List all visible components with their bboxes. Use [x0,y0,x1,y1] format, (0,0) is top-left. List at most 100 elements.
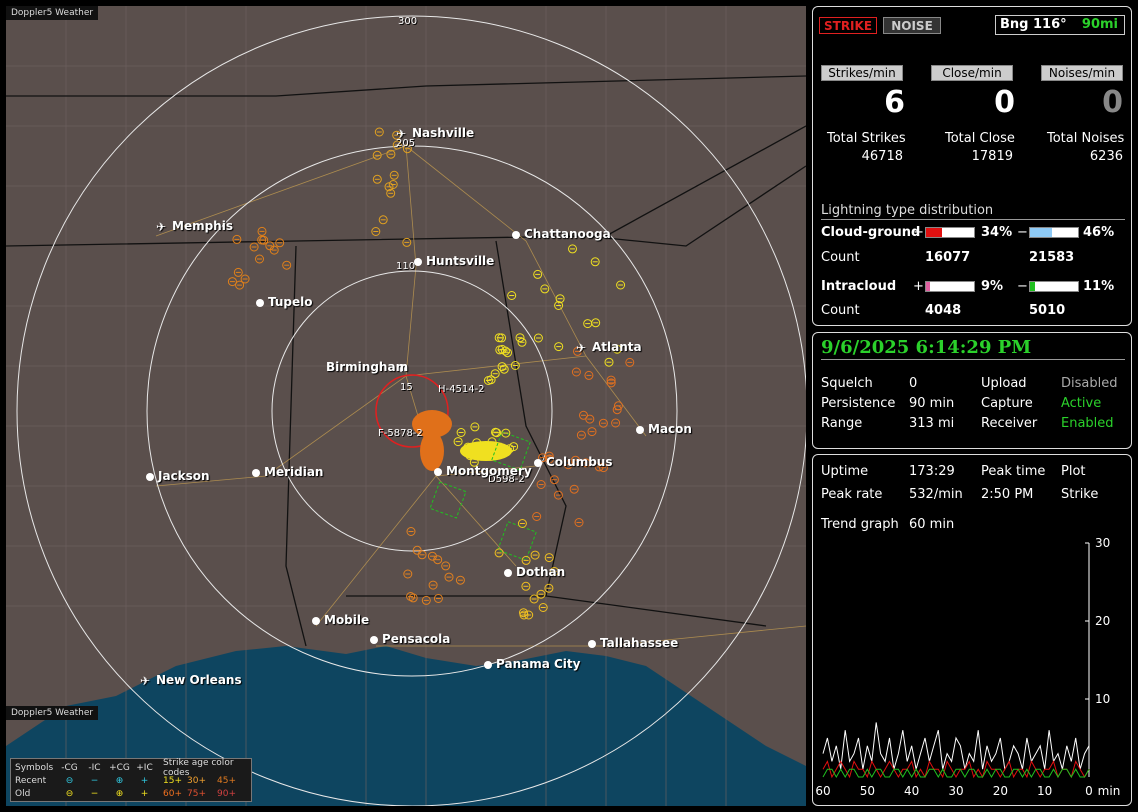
storm-label-h4514[interactable]: H-4514-2 [438,384,485,395]
city-label-chattanooga[interactable]: Chattanooga [524,227,611,241]
city-dot-icon [414,258,422,266]
city-label-new-orleans[interactable]: New Orleans [156,673,242,687]
strikes-per-min-button[interactable]: Strikes/min [821,65,903,81]
plot-value[interactable]: Strike [1061,487,1099,502]
strike-marker [433,594,443,603]
strike-marker [533,269,543,279]
strike-marker [571,367,581,377]
strike-mode-button[interactable]: STRIKE [819,17,877,34]
upload-value[interactable]: Disabled [1061,376,1118,391]
city-label-huntsville[interactable]: Huntsville [426,254,495,268]
cg-negative-fill [1030,228,1053,237]
strike-marker [406,527,416,536]
strike-marker [533,333,543,343]
strike-marker [549,475,559,485]
storm-cell-f5878[interactable] [412,410,452,438]
strike-marker [249,242,259,252]
range-value[interactable]: 313 mi [909,416,955,431]
city-dot-icon [504,569,512,577]
city-label-mobile[interactable]: Mobile [324,613,370,627]
city-label-tallahassee[interactable]: Tallahassee [600,636,679,650]
noises-per-min-button[interactable]: Noises/min [1041,65,1123,81]
noise-mode-button[interactable]: NOISE [883,17,941,34]
strike-marker [374,127,384,137]
strike-marker [472,438,482,448]
city-dot-icon [146,473,154,481]
strike-marker [470,422,480,432]
city-dot-icon [588,640,596,648]
strike-marker [612,344,622,354]
strike-marker [576,430,586,440]
strike-marker [536,480,546,489]
cloud-ground-label: Cloud-ground [821,225,921,240]
city-dot-icon [636,426,644,434]
city-label-meridian[interactable]: Meridian [264,465,324,479]
city-label-panama-city[interactable]: Panama City [496,657,581,671]
strike-marker [554,342,564,352]
city-label-montgomery[interactable]: Montgomery [446,464,532,478]
receiver-label: Receiver [981,416,1038,431]
strike-marker [455,575,465,585]
strike-marker [465,451,475,461]
city-label-jackson[interactable]: Jackson [158,469,210,483]
close-range-ring [375,374,449,448]
bearing-display[interactable]: Bng 116° 90mi [995,15,1125,35]
storm-label-d598[interactable]: D598-2 [488,474,525,485]
strike-marker [433,555,443,565]
city-dot-icon [398,364,406,372]
footer-title: Doppler5 Weather [6,706,99,720]
receiver-value[interactable]: Enabled [1061,416,1114,431]
plot-label: Plot [1061,464,1086,479]
strike-marker [505,444,515,454]
strike-marker [529,594,539,604]
strike-marker [453,437,463,447]
city-dot-icon [434,468,442,476]
strike-marker [554,301,564,310]
strike-marker [463,442,473,452]
close-per-min-button[interactable]: Close/min [931,65,1013,81]
strike-marker [235,280,245,290]
city-label-dothan[interactable]: Dothan [516,565,566,579]
uptime-label: Uptime [821,464,869,479]
trend-x-tick-label: 20 [993,784,1008,798]
strike-marker [495,345,505,355]
city-label-columbus[interactable]: Columbus [546,455,613,469]
strike-marker [625,357,635,367]
strike-marker [510,361,520,370]
state-borders [6,75,806,647]
city-label-macon[interactable]: Macon [648,422,692,436]
strike-marker [417,550,427,560]
storm-cell-south[interactable] [420,431,444,471]
trend-graph-label: Trend graph [821,517,899,532]
strike-marker [555,294,565,304]
uptime-value: 173:29 [909,464,955,479]
legend-old-label: Old [15,788,31,799]
city-label-atlanta[interactable]: Atlanta [592,340,642,354]
persistence-value[interactable]: 90 min [909,396,955,411]
cg-positive-fill [926,228,943,237]
lightning-map[interactable]: Doppler5 Weather 300 205 110 15 H-4514-2… [6,6,806,806]
cg-negative-pct: 46% [1083,225,1115,240]
storm-cell-h4514[interactable] [460,441,512,461]
storm-label-f5878[interactable]: F-5878-2 [378,428,423,439]
strike-marker [412,545,422,555]
ring-label-300: 300 [398,16,418,27]
settings-panel: 9/6/2025 6:14:29 PM Squelch 0 Upload Dis… [812,332,1132,449]
city-label-tupelo[interactable]: Tupelo [268,295,313,309]
trend-graph-value[interactable]: 60 min [909,517,955,532]
squelch-value[interactable]: 0 [909,376,918,391]
city-label-birmingham[interactable]: Birmingham [326,360,409,374]
city-label-pensacola[interactable]: Pensacola [382,632,451,646]
strike-marker [544,583,554,593]
cg-positive-pct: 34% [981,225,1013,240]
map-canvas[interactable] [6,6,806,806]
strike-marker [521,555,531,565]
strike-marker [563,460,573,470]
city-label-nashville[interactable]: Nashville [412,126,475,140]
capture-value[interactable]: Active [1061,396,1102,411]
ring-label-15: 15 [400,382,413,393]
trend-y-tick-label: 20 [1095,614,1110,628]
strike-marker [574,518,584,527]
strike-marker [521,581,531,591]
city-label-memphis[interactable]: Memphis [172,219,233,233]
